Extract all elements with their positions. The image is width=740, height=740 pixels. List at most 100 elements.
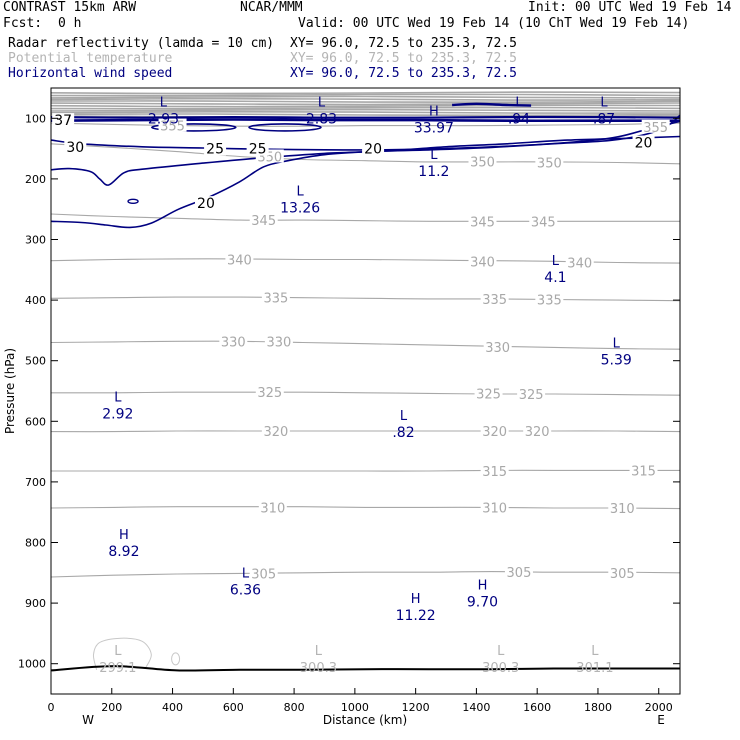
x-tick-label: 0 bbox=[48, 701, 55, 714]
theta-label-bg bbox=[483, 339, 512, 353]
x-tick-label: 1000 bbox=[341, 701, 369, 714]
theta-label: 350 bbox=[537, 157, 562, 172]
theta-label: 355 bbox=[643, 121, 668, 136]
theta-band-line bbox=[51, 106, 680, 110]
x-tick-label: 800 bbox=[284, 701, 305, 714]
y-tick-label: 100 bbox=[25, 112, 46, 125]
wind-extremum-L: L bbox=[297, 184, 305, 199]
wind-extremum-L: L bbox=[552, 254, 560, 269]
field-name-wind: Horizontal wind speed bbox=[8, 66, 173, 81]
theta-contour-320 bbox=[51, 430, 680, 433]
theta-contour-355 bbox=[51, 122, 680, 127]
theta-label: 305 bbox=[251, 567, 276, 582]
wind-contour-30-lower bbox=[51, 135, 680, 186]
field-line-reflectivity: Radar reflectivity (lamda = 10 cm) XY= 9… bbox=[0, 36, 740, 51]
theta-label-bg bbox=[264, 334, 293, 348]
theta-label-bg bbox=[565, 255, 594, 269]
theta-label-bg bbox=[261, 290, 290, 304]
theta-extremum-L: L bbox=[114, 644, 122, 659]
y-tick-label: 500 bbox=[25, 355, 46, 368]
theta-band-line bbox=[51, 110, 680, 114]
wind-label-bg bbox=[64, 139, 87, 154]
wind-extremum-L: L bbox=[430, 148, 438, 163]
theta-label: 305 bbox=[610, 567, 635, 582]
y-axis-label: Pressure (hPa) bbox=[3, 348, 17, 434]
theta-label-bg bbox=[468, 214, 497, 228]
field-xy-reflectivity: XY= 96.0, 72.5 to 235.3, 72.5 bbox=[290, 36, 517, 51]
reflectivity-cell bbox=[92, 637, 152, 670]
y-axis: 100 200 300 400 500 600 700 800 900 1000 bbox=[18, 112, 680, 671]
theta-label-bg bbox=[468, 254, 497, 268]
x-tick-label: 1800 bbox=[584, 701, 612, 714]
theta-label-bg bbox=[468, 154, 497, 168]
theta-label: 310 bbox=[482, 501, 507, 516]
theta-label: 335 bbox=[482, 293, 507, 308]
wind-contours bbox=[51, 102, 680, 229]
wind-extremum-value: 6.36 bbox=[230, 583, 261, 599]
terrain-line bbox=[51, 665, 680, 672]
model-title: CONTRAST 15km ARW bbox=[3, 0, 137, 15]
theta-label: 315 bbox=[631, 464, 656, 479]
x-tick-label: 600 bbox=[223, 701, 244, 714]
theta-label: 305 bbox=[507, 566, 532, 581]
init-time: Init: 00 UTC Wed 19 Feb 14 bbox=[528, 0, 732, 15]
wind-extremum-value: 9.70 bbox=[467, 594, 498, 610]
theta-label-bg bbox=[608, 565, 637, 579]
wind-label-bg bbox=[194, 196, 217, 211]
theta-label: 345 bbox=[531, 215, 556, 230]
theta-label: 340 bbox=[470, 255, 495, 270]
theta-label: 335 bbox=[537, 293, 562, 308]
theta-label-bg bbox=[474, 386, 503, 400]
theta-contour-350 bbox=[51, 143, 680, 165]
theta-extremum-L: L bbox=[315, 644, 323, 659]
field-xy-wind: XY= 96.0, 72.5 to 235.3, 72.5 bbox=[290, 66, 517, 81]
theta-label: 345 bbox=[251, 214, 276, 229]
org-label: NCAR/MMM bbox=[240, 0, 303, 15]
theta-band-line bbox=[51, 102, 680, 106]
wind-extremum-value: .94 bbox=[508, 111, 530, 127]
wind-label-20: 20 bbox=[635, 136, 653, 152]
theta-label: 325 bbox=[257, 386, 282, 401]
x-tick-label: 400 bbox=[162, 701, 183, 714]
theta-label: 310 bbox=[260, 501, 285, 516]
theta-band-line bbox=[51, 95, 680, 99]
theta-band-line bbox=[51, 104, 680, 108]
wind-contour-37-upper bbox=[51, 118, 680, 123]
theta-label: 350 bbox=[470, 155, 495, 170]
theta-label: 325 bbox=[519, 388, 544, 403]
theta-label-bg bbox=[249, 213, 278, 227]
wind-extremum-H: H bbox=[119, 528, 129, 543]
header-line-1: CONTRAST 15km ARW NCAR/MMM Init: 00 UTC … bbox=[0, 0, 740, 15]
theta-label: 330 bbox=[221, 335, 246, 350]
wind-extremum-H: H bbox=[411, 592, 421, 607]
fcst-value: 0 h bbox=[58, 16, 82, 31]
theta-label-bg bbox=[529, 214, 558, 228]
wind-extremum-L: L bbox=[318, 95, 326, 110]
wind-label-bg bbox=[52, 113, 75, 128]
valid-time: Valid: 00 UTC Wed 19 Feb 14 (10 ChT Wed … bbox=[298, 16, 690, 31]
x-tick-label: 1200 bbox=[402, 701, 430, 714]
theta-label: 345 bbox=[470, 215, 495, 230]
theta-extremum-L: L bbox=[497, 644, 505, 659]
theta-label: 320 bbox=[263, 425, 288, 440]
theta-extremum-value: 299.1 bbox=[99, 661, 136, 676]
theta-label-bg bbox=[641, 119, 670, 133]
wind-extremum-value: 13.26 bbox=[280, 200, 320, 216]
wind-contour-35-upper bbox=[51, 115, 680, 119]
theta-extremum-value: 301.1 bbox=[576, 661, 613, 676]
x-tick-label: 2000 bbox=[645, 701, 673, 714]
theta-contour-310 bbox=[51, 506, 680, 510]
x-tick-label: 1400 bbox=[462, 701, 490, 714]
y-tick-label: 800 bbox=[25, 537, 46, 550]
y-tick-label: 300 bbox=[25, 234, 46, 247]
x-tick-label: 200 bbox=[101, 701, 122, 714]
wind-closed-contour bbox=[151, 123, 237, 132]
theta-label-bg bbox=[535, 292, 564, 306]
theta-label-bg bbox=[480, 463, 509, 477]
field-name-theta: Potential temperature bbox=[8, 51, 173, 66]
y-tick-label: 200 bbox=[25, 173, 46, 186]
theta-contour-330 bbox=[51, 340, 680, 350]
theta-label: 325 bbox=[476, 387, 501, 402]
field-line-wind: Horizontal wind speed XY= 96.0, 72.5 to … bbox=[0, 66, 740, 81]
